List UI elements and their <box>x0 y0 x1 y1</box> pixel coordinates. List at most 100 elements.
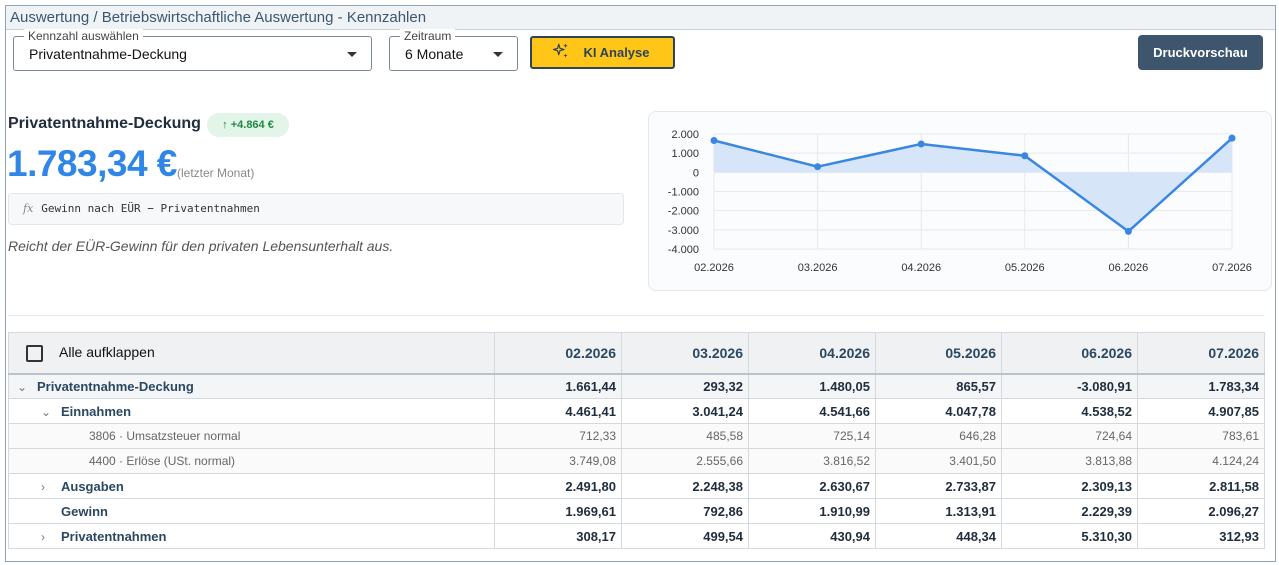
table-row: 4400 · Erlöse (USt. normal) 3.749,08 2.5… <box>8 448 1265 474</box>
data-point <box>710 136 718 144</box>
x-tick-label: 07.2026 <box>1212 262 1252 274</box>
table-cell: 1.783,34 <box>1137 373 1265 399</box>
expand-all-label: Alle aufklappen <box>59 343 155 360</box>
kpi-value-note: (letzter Monat) <box>177 166 255 180</box>
column-header: 04.2026 <box>748 332 876 375</box>
table-cell: 4.124,24 <box>1137 448 1265 474</box>
row-label-cell: Gewinn <box>8 498 495 524</box>
row-label-cell: ⌄ Privatentnahme-Deckung <box>8 373 495 399</box>
chevron-down-icon[interactable]: ⌄ <box>17 379 28 394</box>
row-label: Einnahmen <box>61 403 132 419</box>
table-cell: 293,32 <box>621 373 749 399</box>
table-cell: 312,93 <box>1137 523 1265 549</box>
formula-box: fx Gewinn nach EÜR − Privatentnahmen <box>8 193 624 225</box>
y-tick-label: 1.000 <box>671 148 699 160</box>
row-label: 4400 · Erlöse (USt. normal) <box>89 454 236 468</box>
table-cell: 1.969,61 <box>494 498 622 524</box>
table-cell: 1.480,05 <box>748 373 876 399</box>
kennzahl-select[interactable]: Kennzahl auswählen Privatentnahme-Deckun… <box>13 29 372 71</box>
y-tick-label: -4.000 <box>668 244 699 256</box>
x-tick-label: 05.2026 <box>1005 262 1045 274</box>
kpi-value: 1.783,34 € <box>7 143 177 184</box>
table-cell: 792,86 <box>621 498 749 524</box>
column-header: 02.2026 <box>494 332 622 375</box>
data-point <box>1021 152 1029 160</box>
data-point <box>1124 227 1132 235</box>
table-cell: 4.907,85 <box>1137 398 1265 424</box>
x-tick-label: 06.2026 <box>1109 262 1149 274</box>
y-tick-label: -1.000 <box>668 187 699 199</box>
arrow-up-icon: ↑ <box>222 119 228 131</box>
table-cell: 485,58 <box>621 423 749 449</box>
table-cell: 4.538,52 <box>1001 398 1138 424</box>
x-tick-label: 02.2026 <box>694 262 734 274</box>
row-label: Privatentnahme-Deckung <box>37 378 194 394</box>
kennzahl-value: Privatentnahme-Deckung <box>29 46 187 62</box>
chevron-down-icon <box>347 52 357 57</box>
zeitraum-value: 6 Monate <box>405 46 464 62</box>
table-cell: 5.310,30 <box>1001 523 1138 549</box>
table-row[interactable]: › Ausgaben 2.491,80 2.248,38 2.630,67 2.7… <box>8 473 1265 499</box>
table-cell: 3.816,52 <box>748 448 876 474</box>
table-row[interactable]: ⌄ Einnahmen 4.461,41 3.041,24 4.541,66 4.… <box>8 398 1265 424</box>
table-cell: 4.541,66 <box>748 398 876 424</box>
druckvorschau-button[interactable]: Druckvorschau <box>1138 35 1263 70</box>
row-label: Privatentnahmen <box>61 528 167 544</box>
table-cell: 725,14 <box>748 423 876 449</box>
chevron-right-icon[interactable]: › <box>41 529 45 544</box>
data-point <box>814 163 822 171</box>
table-row: Gewinn 1.969,61 792,86 1.910,99 1.313,91… <box>8 498 1265 524</box>
table-row[interactable]: › Privatentnahmen 308,17 499,54 430,94 44… <box>8 523 1265 549</box>
table-cell: 2.733,87 <box>875 473 1002 499</box>
expand-all-checkbox[interactable] <box>26 344 43 362</box>
data-point <box>917 140 925 148</box>
zeitraum-legend: Zeitraum <box>400 29 456 43</box>
series-line <box>713 137 1233 233</box>
sparkle-icon <box>552 42 570 63</box>
chevron-down-icon <box>493 52 503 57</box>
table-cell: -3.080,91 <box>1001 373 1138 399</box>
row-label: Gewinn <box>61 503 108 519</box>
table-cell: 4.047,78 <box>875 398 1002 424</box>
table-cell: 2.811,58 <box>1137 473 1265 499</box>
kpi-title: Privatentnahme-Deckung <box>8 115 201 132</box>
kennzahlen-table: Alle aufklappen 02.2026 03.2026 04.2026 … <box>8 332 1265 549</box>
kpi-change-badge: ↑ +4.864 € <box>207 113 289 137</box>
table-cell: 3.401,50 <box>875 448 1002 474</box>
row-label: Ausgaben <box>61 478 124 494</box>
row-label-cell: 4400 · Erlöse (USt. normal) <box>8 448 495 474</box>
chevron-right-icon[interactable]: › <box>41 479 45 494</box>
table-cell: 1.661,44 <box>494 373 622 399</box>
table-cell: 724,64 <box>1001 423 1138 449</box>
table-cell: 712,33 <box>494 423 622 449</box>
column-header: 06.2026 <box>1001 332 1138 375</box>
table-cell: 2.229,39 <box>1001 498 1138 524</box>
table-row[interactable]: ⌄ Privatentnahme-Deckung 1.661,44 293,32 … <box>8 373 1265 399</box>
table-cell: 448,34 <box>875 523 1002 549</box>
table-cell: 3.041,24 <box>621 398 749 424</box>
ki-analyse-button[interactable]: KI Analyse <box>530 36 675 69</box>
column-header: 03.2026 <box>621 332 749 375</box>
kpi-description: Reicht der EÜR-Gewinn für den privaten L… <box>8 238 394 254</box>
ki-analyse-label: KI Analyse <box>583 45 650 60</box>
zeitraum-select[interactable]: Zeitraum 6 Monate <box>389 29 518 71</box>
series-area <box>714 138 1232 232</box>
column-header: 07.2026 <box>1137 332 1265 375</box>
y-tick-label: -2.000 <box>668 206 699 218</box>
table-row: 3806 · Umsatzsteuer normal 712,33 485,58… <box>8 423 1265 449</box>
row-label-cell: ⌄ Einnahmen <box>8 398 495 424</box>
y-tick-label: -3.000 <box>668 225 699 237</box>
expand-all-header[interactable]: Alle aufklappen <box>8 332 495 375</box>
table-cell: 2.248,38 <box>621 473 749 499</box>
x-tick-label: 03.2026 <box>798 262 838 274</box>
column-header: 05.2026 <box>875 332 1002 375</box>
trend-chart-svg: 2.000 1.000 0 -1.000 -2.000 -3.000 -4.000 02.20… <box>668 129 1252 274</box>
table-cell: 2.630,67 <box>748 473 876 499</box>
row-label: 3806 · Umsatzsteuer normal <box>89 429 241 443</box>
y-tick-label: 0 <box>693 167 699 179</box>
table-cell: 1.313,91 <box>875 498 1002 524</box>
chevron-down-icon[interactable]: ⌄ <box>41 404 52 419</box>
x-tick-label: 04.2026 <box>901 262 941 274</box>
y-tick-label: 2.000 <box>671 129 699 141</box>
table-cell: 2.555,66 <box>621 448 749 474</box>
